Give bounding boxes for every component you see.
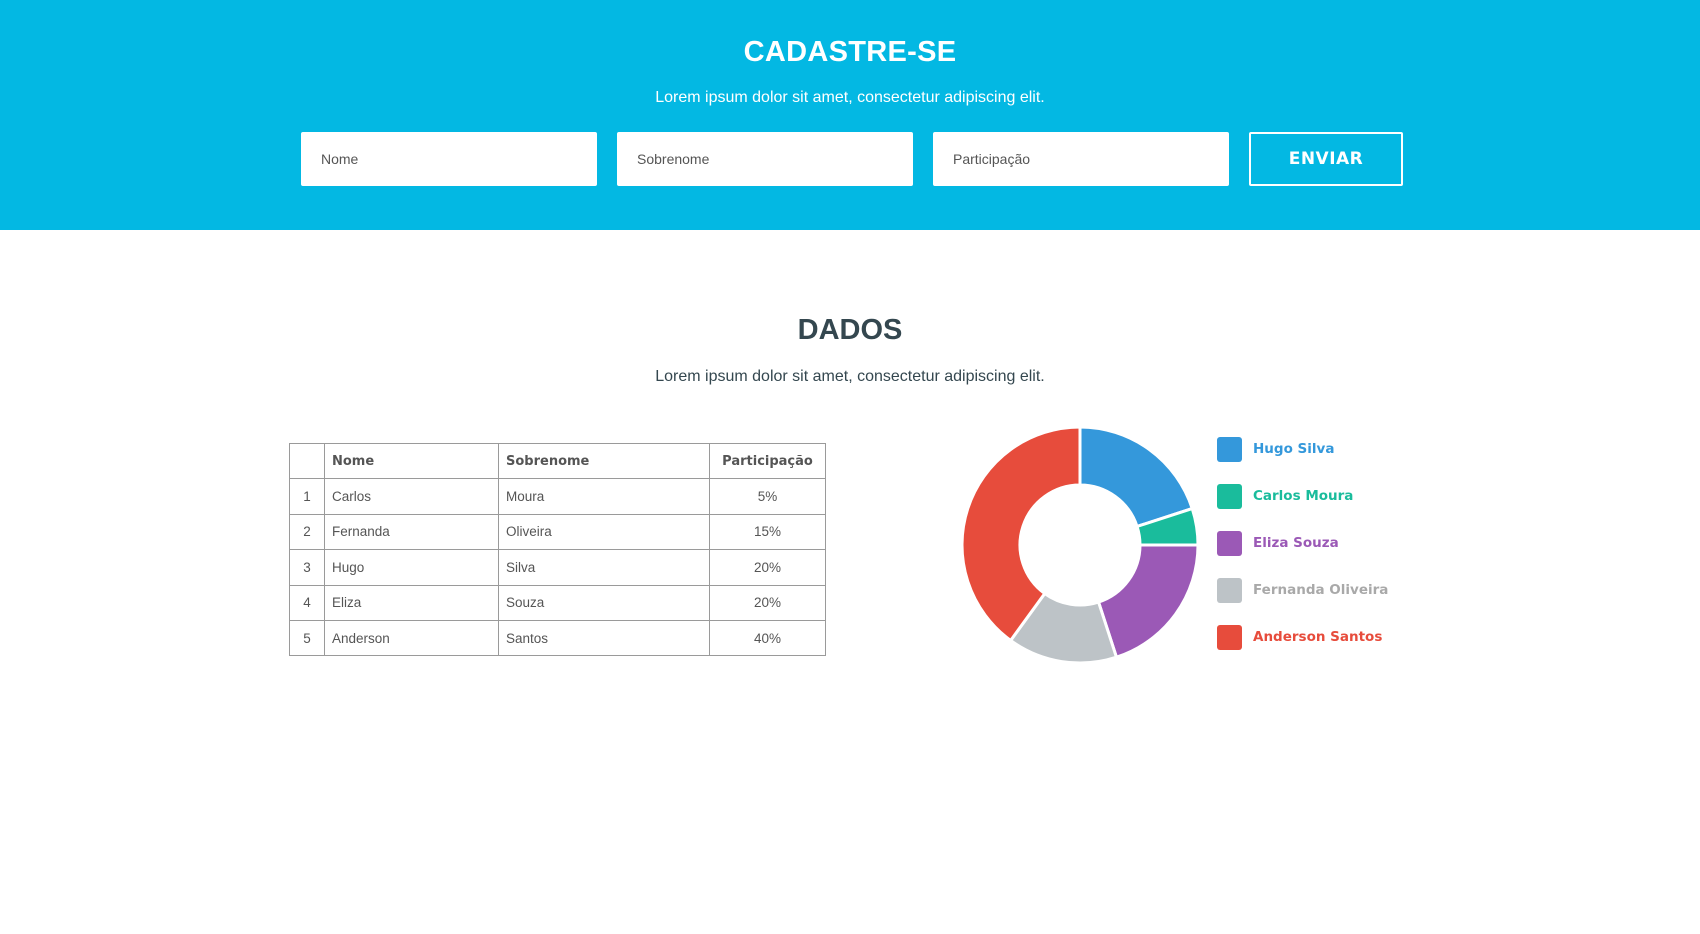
cell-index: 2: [289, 513, 325, 551]
legend-item: Hugo Silva: [1217, 437, 1437, 462]
cell-index: 4: [289, 584, 325, 621]
signup-header: CADASTRE-SE Lorem ipsum dolor sit amet, …: [0, 0, 1700, 230]
data-section-subtitle: Lorem ipsum dolor sit amet, consectetur …: [655, 368, 1045, 385]
cell-index: 1: [289, 478, 325, 515]
cell-participacao: 20%: [709, 549, 826, 586]
header-sobrenome: Sobrenome: [498, 442, 710, 480]
cell-participacao: 20%: [709, 584, 826, 621]
table-row: 1 Carlos Moura 5%: [289, 478, 826, 515]
table-row: 5 Anderson Santos 40%: [289, 619, 826, 657]
legend-item: Carlos Moura: [1217, 484, 1437, 509]
header-participacao: Participação: [709, 442, 826, 480]
legend-swatch: [1217, 484, 1242, 509]
nome-input[interactable]: [301, 132, 597, 186]
table-row: 4 Eliza Souza 20%: [289, 584, 826, 621]
table-row: 2 Fernanda Oliveira 15%: [289, 513, 826, 551]
legend-swatch: [1217, 625, 1242, 650]
cell-nome: Carlos: [324, 478, 499, 515]
legend-label: Carlos Moura: [1253, 488, 1354, 504]
table-header-row: Nome Sobrenome Participação: [289, 442, 826, 480]
cell-sobrenome: Souza: [498, 584, 710, 621]
header-index: [289, 442, 325, 480]
legend-label: Anderson Santos: [1253, 629, 1383, 645]
legend-label: Eliza Souza: [1253, 535, 1339, 551]
signup-title: CADASTRE-SE: [743, 36, 957, 68]
cell-sobrenome: Oliveira: [498, 513, 710, 551]
table-row: 3 Hugo Silva 20%: [289, 549, 826, 586]
data-section-title: DADOS: [797, 314, 903, 346]
legend-swatch: [1217, 531, 1242, 556]
participation-donut-chart: [960, 425, 1200, 665]
legend-item: Anderson Santos: [1217, 625, 1437, 650]
enviar-button[interactable]: ENVIAR: [1249, 132, 1403, 186]
cell-sobrenome: Santos: [498, 619, 710, 657]
cell-nome: Fernanda: [324, 513, 499, 551]
cell-index: 3: [289, 549, 325, 586]
participants-table: Nome Sobrenome Participação 1 Carlos Mou…: [289, 442, 826, 657]
legend-swatch: [1217, 578, 1242, 603]
cell-participacao: 5%: [709, 478, 826, 515]
cell-nome: Anderson: [324, 619, 499, 657]
legend-swatch: [1217, 437, 1242, 462]
legend-label: Fernanda Oliveira: [1253, 582, 1389, 598]
header-nome: Nome: [324, 442, 499, 480]
legend-item: Fernanda Oliveira: [1217, 578, 1437, 603]
legend-item: Eliza Souza: [1217, 531, 1437, 556]
cell-participacao: 40%: [709, 619, 826, 657]
cell-nome: Eliza: [324, 584, 499, 621]
participacao-input[interactable]: [933, 132, 1229, 186]
donut-slice-hugo-silva: [1078, 425, 1195, 529]
signup-subtitle: Lorem ipsum dolor sit amet, consectetur …: [655, 89, 1045, 106]
cell-sobrenome: Silva: [498, 549, 710, 586]
sobrenome-input[interactable]: [617, 132, 913, 186]
legend-label: Hugo Silva: [1253, 441, 1335, 457]
cell-index: 5: [289, 619, 325, 657]
cell-participacao: 15%: [709, 513, 826, 551]
donut-slice-anderson-santos: [960, 425, 1082, 643]
cell-sobrenome: Moura: [498, 478, 710, 515]
cell-nome: Hugo: [324, 549, 499, 586]
donut-slice-eliza-souza: [1096, 543, 1200, 660]
